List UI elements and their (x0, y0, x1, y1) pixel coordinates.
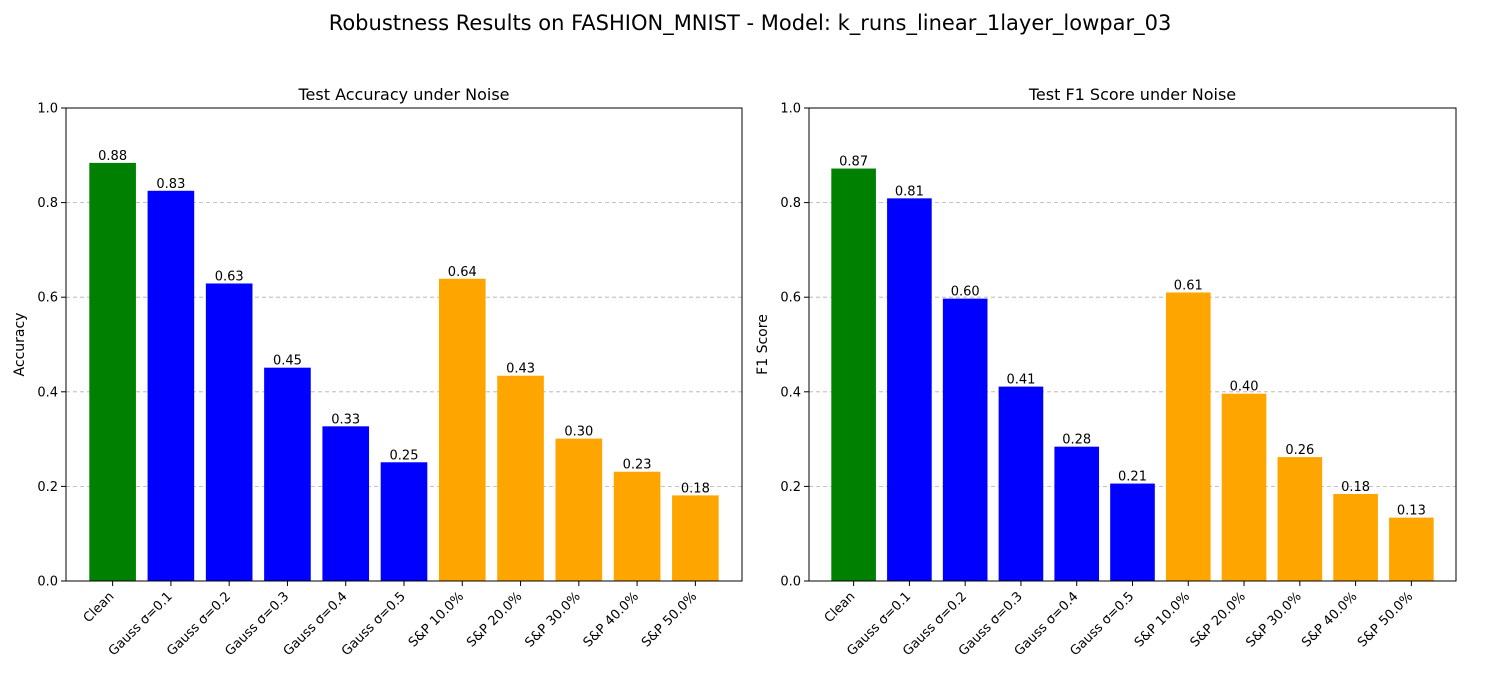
x-tick-label: S&P 20.0% (464, 589, 525, 650)
bar-value-label: 0.25 (390, 448, 419, 463)
figure-title: Robustness Results on FASHION_MNIST - Mo… (329, 11, 1172, 36)
y-tick-label: 0.6 (780, 291, 801, 306)
bar (1221, 393, 1267, 581)
x-tick-label: S&P 10.0% (1132, 589, 1193, 650)
x-tick-label: S&P 10.0% (406, 589, 467, 650)
bar (613, 471, 661, 581)
bar (147, 190, 195, 581)
bar-value-label: 0.41 (1006, 373, 1035, 388)
bar (672, 495, 719, 581)
bar-value-label: 0.18 (1341, 480, 1370, 495)
y-tick-label: 0.2 (780, 480, 801, 495)
x-tick-label: S&P 40.0% (581, 589, 642, 650)
bar (1333, 493, 1378, 581)
bar (264, 367, 311, 581)
bar (1110, 483, 1155, 581)
bar-value-label: 0.83 (156, 177, 185, 192)
x-tick-label: S&P 30.0% (522, 589, 583, 650)
x-tick-label: S&P 50.0% (1355, 589, 1416, 650)
y-axis-label: F1 Score (755, 314, 771, 375)
bar-value-label: 0.60 (951, 285, 980, 300)
bar (998, 386, 1044, 581)
bar-value-label: 0.21 (1118, 470, 1147, 485)
bar (887, 198, 932, 581)
chart-title: Test F1 Score under Noise (1028, 85, 1236, 104)
bar-value-label: 0.40 (1230, 380, 1259, 395)
bar (1389, 517, 1434, 581)
bar (1054, 446, 1100, 581)
bar-value-label: 0.18 (681, 481, 710, 496)
accuracy-chart: 0.0 0.2 0.4 0.6 0.8 1.0 0.88 0.83 0.63 0.45 0.33 0.… (12, 85, 743, 659)
y-tick-label: 0.4 (780, 385, 801, 400)
f1-score-chart: 0.0 0.2 0.4 0.6 0.8 1.0 0.87 0.81 0.60 0.41 0.28 0.… (755, 85, 1457, 659)
y-tick-label: 0.0 (37, 575, 58, 590)
bar-value-label: 0.26 (1285, 443, 1314, 458)
bar-value-label: 0.88 (98, 149, 127, 164)
bar (1277, 457, 1323, 581)
y-axis-label: Accuracy (12, 313, 28, 377)
bar (942, 298, 988, 581)
bar-value-label: 0.23 (623, 458, 652, 473)
x-tick-label: S&P 30.0% (1243, 589, 1304, 650)
bar-value-label: 0.81 (895, 184, 924, 199)
bar-value-label: 0.61 (1174, 278, 1203, 293)
bar (831, 168, 876, 581)
y-tick-label: 1.0 (37, 102, 58, 117)
chart-title: Test Accuracy under Noise (297, 85, 509, 104)
bar-value-label: 0.13 (1397, 504, 1426, 519)
bar-value-label: 0.33 (331, 412, 360, 427)
bar-value-label: 0.64 (448, 265, 477, 280)
y-tick-label: 0.6 (37, 291, 58, 306)
bar (438, 278, 486, 581)
x-tick-label: S&P 20.0% (1188, 589, 1249, 650)
y-tick-label: 0.8 (37, 196, 58, 211)
bar-value-label: 0.43 (506, 362, 535, 377)
x-tick-label: S&P 40.0% (1299, 589, 1360, 650)
bar (1165, 292, 1211, 581)
bar (322, 426, 370, 581)
bar (205, 283, 253, 581)
x-tick-label: S&P 50.0% (639, 589, 700, 650)
y-tick-label: 0.2 (37, 480, 58, 495)
bar-value-label: 0.45 (273, 354, 302, 369)
y-tick-label: 0.4 (37, 385, 58, 400)
y-tick-label: 1.0 (780, 102, 801, 117)
bar-value-label: 0.28 (1062, 433, 1091, 448)
x-tick-label: Clean (822, 589, 859, 626)
bar-value-label: 0.63 (215, 269, 244, 284)
y-tick-label: 0.0 (780, 575, 801, 590)
bar (555, 438, 603, 581)
bar (380, 462, 428, 581)
bar-value-label: 0.87 (839, 155, 868, 170)
bar (89, 162, 136, 582)
x-tick-label: Clean (81, 589, 118, 626)
y-tick-label: 0.8 (780, 196, 801, 211)
bar (497, 375, 544, 581)
bar-value-label: 0.30 (564, 425, 593, 440)
